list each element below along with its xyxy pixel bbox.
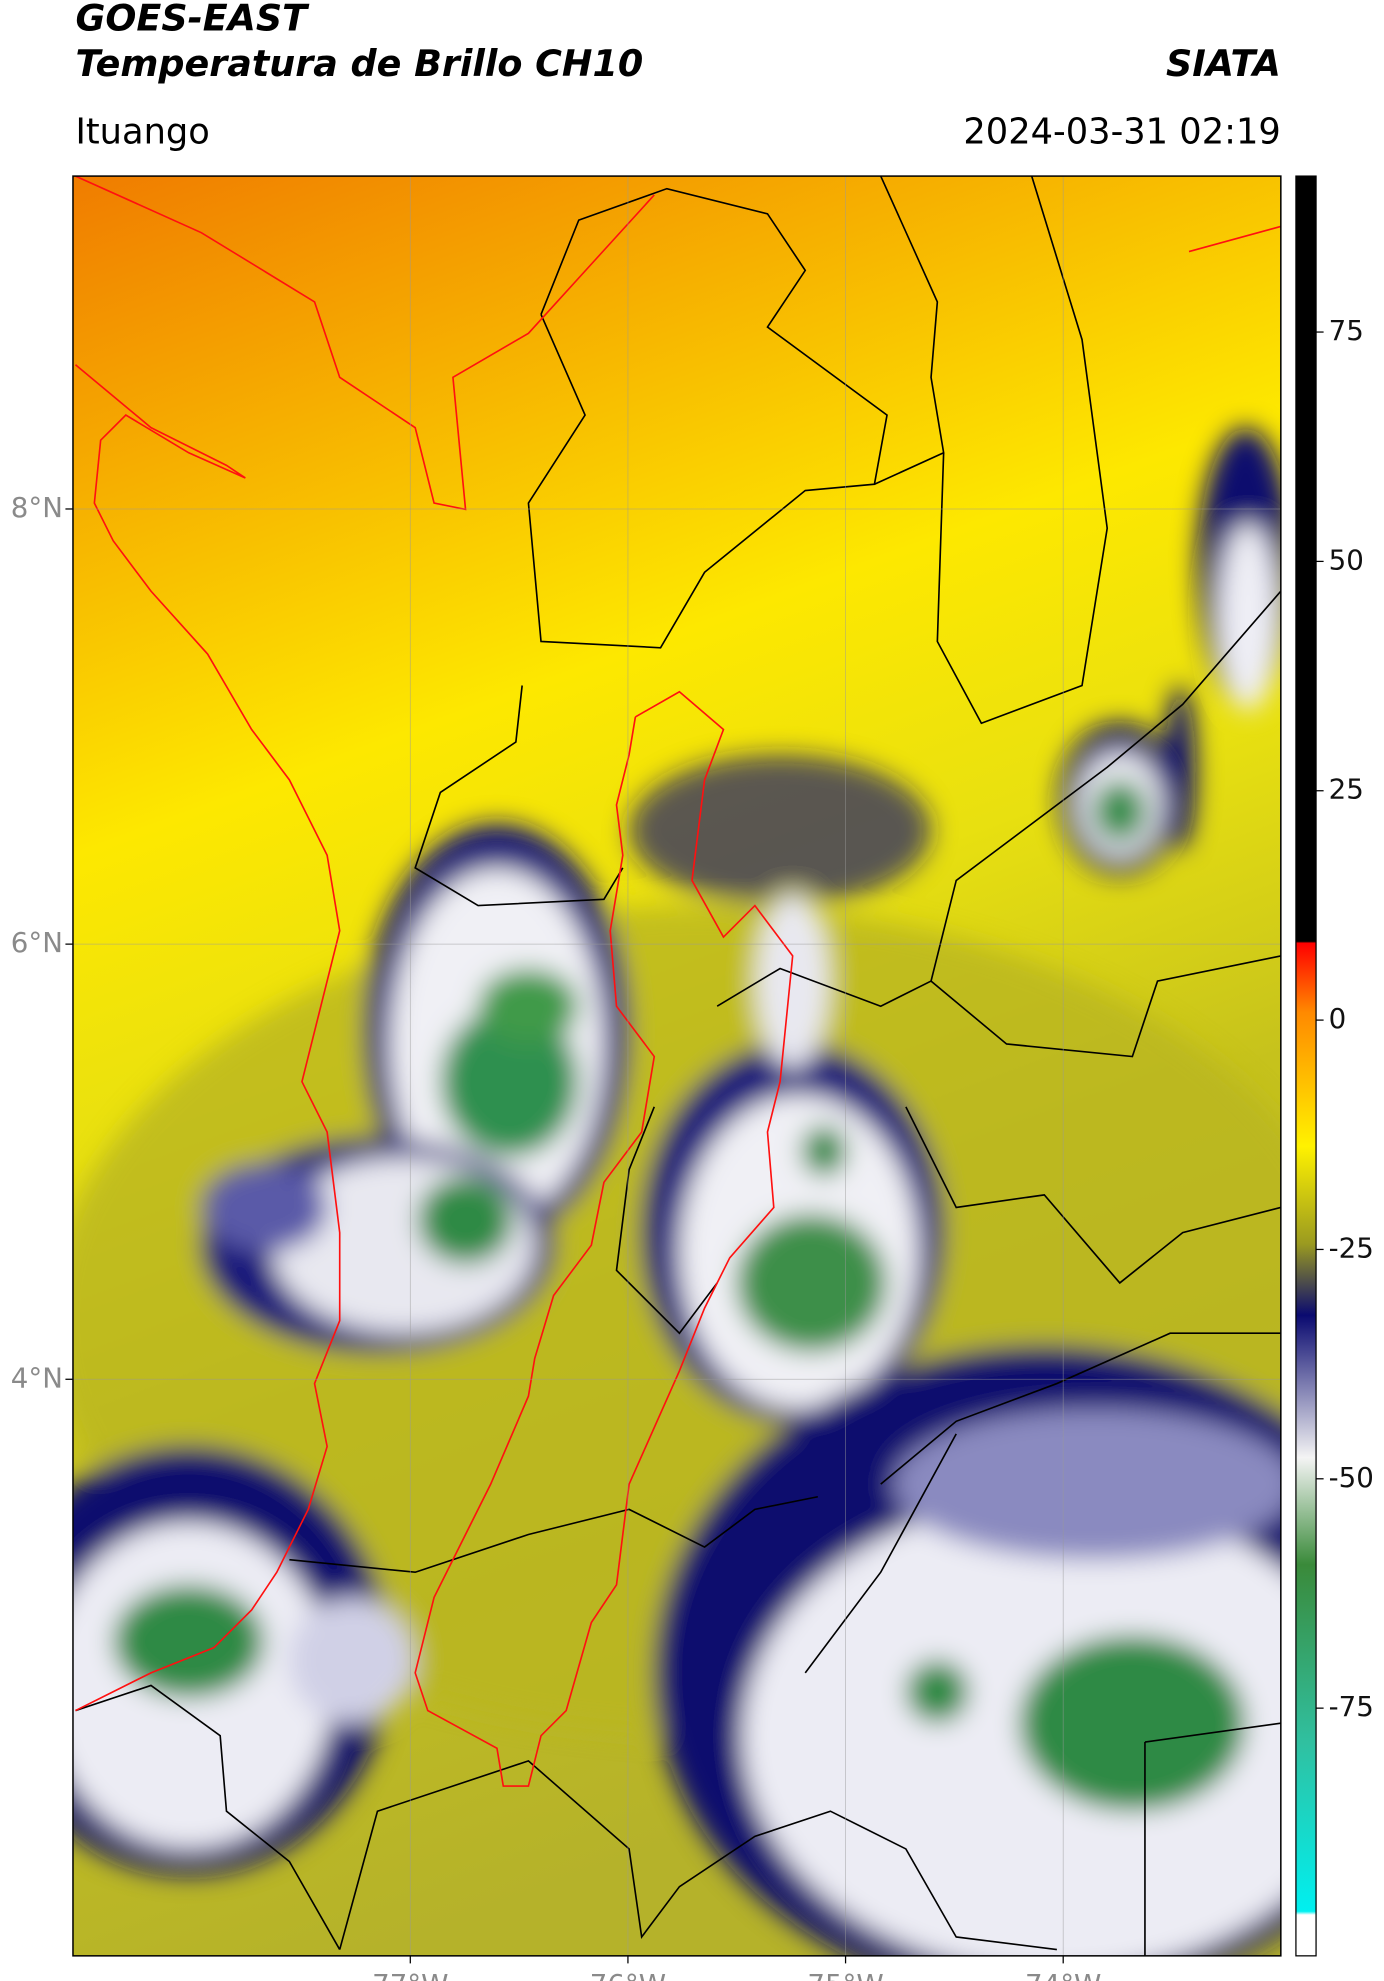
cloud: [801, 1125, 847, 1177]
boundary: [930, 590, 1281, 982]
colorbar-tick-label: -25: [1329, 1231, 1374, 1264]
cloud: [417, 1176, 514, 1265]
datetime: 2024-03-31 02:19: [963, 111, 1280, 152]
boundary: [1144, 1722, 1281, 1743]
boundary: [874, 176, 945, 485]
satellite-image: [72, 176, 1281, 1956]
cloud: [742, 1496, 1281, 1956]
organization: SIATA: [1166, 42, 1281, 85]
ticks: 77°W 76°W 75°W 74°W 4°N 6°N 8°N -75 -50 -25 0 25 50 7…: [11, 314, 1374, 1981]
cloud: [289, 1597, 416, 1724]
cloud: [893, 1408, 1281, 1560]
boundary: [338, 1759, 1057, 1951]
colorbar-tick-label: 25: [1329, 773, 1364, 806]
map-frame: [72, 175, 1282, 1957]
cloud: [754, 893, 831, 1070]
cloud: [1165, 685, 1196, 849]
cloud: [440, 1006, 579, 1158]
cloud: [736, 1213, 888, 1353]
boundary: [716, 955, 1281, 1058]
colorbar: [1295, 175, 1317, 1957]
cloud: [1092, 779, 1148, 843]
cloud: [113, 1584, 265, 1698]
cloud: [1019, 1635, 1246, 1812]
colorbar-tick-label: 0: [1329, 1002, 1347, 1035]
boundaries: [75, 176, 1281, 1956]
colorbar-tick-label: -50: [1329, 1461, 1374, 1494]
boundary: [880, 1332, 1281, 1485]
x-tick-label: 75°W: [807, 1968, 883, 1981]
boundary: [905, 1106, 1281, 1285]
coastline: [74, 364, 341, 1712]
y-tick-label: 4°N: [11, 1361, 63, 1394]
cloud: [629, 754, 932, 906]
title: Temperatura de Brillo CH10: [75, 42, 643, 85]
x-tick-label: 76°W: [590, 1968, 666, 1981]
boundary: [414, 685, 624, 907]
boundary: [936, 176, 1109, 725]
x-tick-label: 74°W: [1025, 1968, 1101, 1981]
coast-and-region: [74, 176, 1281, 1787]
x-tick-label: 77°W: [372, 1968, 448, 1981]
boundary: [289, 1495, 818, 1574]
y-tick-label: 6°N: [11, 926, 63, 959]
cloud: [201, 1163, 328, 1252]
title: GOES-EAST: [75, 0, 310, 40]
region-outline: [414, 690, 794, 1787]
colorbar-tick-label: -75: [1329, 1690, 1374, 1723]
coastline: [1188, 225, 1281, 253]
grid: [72, 176, 1281, 1956]
boundary: [75, 1684, 341, 1950]
cloud: [478, 968, 579, 1044]
colorbar-tick-label: 75: [1329, 314, 1364, 347]
boundary: [615, 1106, 718, 1335]
y-tick-label: 8°N: [11, 491, 63, 524]
location: Ituango: [75, 111, 209, 152]
boundary: [804, 1433, 957, 1674]
coastline: [75, 176, 655, 511]
cloud-field: [72, 427, 1281, 1956]
cloud: [1217, 521, 1279, 711]
colorbar-tick-label: 50: [1329, 543, 1364, 576]
cloud: [905, 1660, 969, 1724]
